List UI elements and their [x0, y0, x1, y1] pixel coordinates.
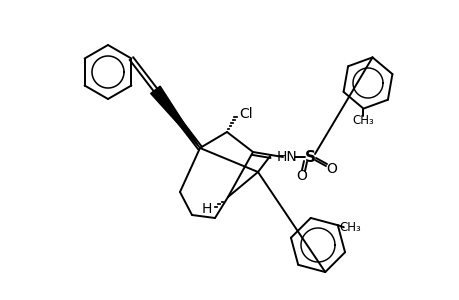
Text: O: O — [296, 169, 307, 183]
Text: Cl: Cl — [239, 107, 252, 121]
Polygon shape — [150, 86, 200, 148]
Text: CH₃: CH₃ — [352, 114, 374, 127]
Text: CH₃: CH₃ — [338, 221, 360, 234]
Text: O: O — [326, 162, 337, 176]
Text: S: S — [304, 149, 315, 164]
Text: H: H — [201, 202, 212, 216]
Text: HN: HN — [276, 150, 297, 164]
